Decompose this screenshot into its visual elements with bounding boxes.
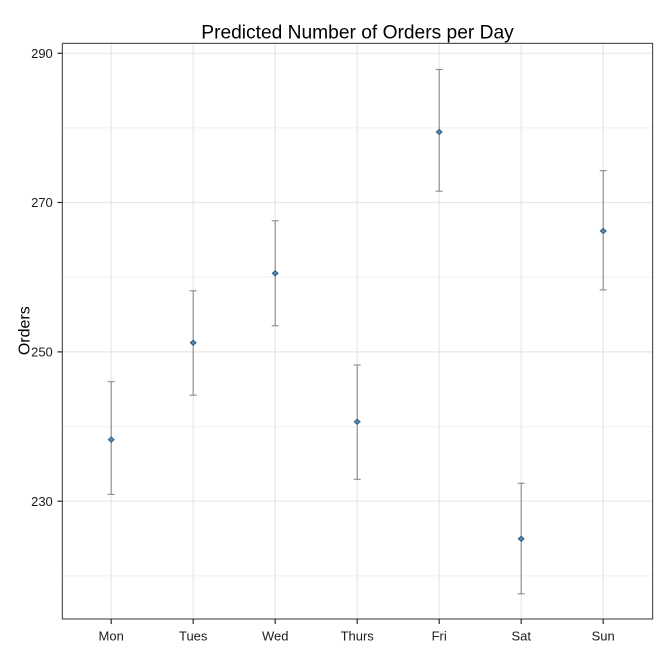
svg-text:Predicted Number of Orders per: Predicted Number of Orders per Day bbox=[201, 23, 514, 44]
svg-text:Orders: Orders bbox=[16, 306, 33, 355]
svg-text:Thurs: Thurs bbox=[341, 629, 375, 644]
svg-text:Wed: Wed bbox=[262, 629, 289, 644]
svg-text:270: 270 bbox=[31, 195, 53, 210]
svg-text:Sat: Sat bbox=[511, 629, 531, 644]
svg-text:Tues: Tues bbox=[179, 629, 208, 644]
svg-text:Fri: Fri bbox=[432, 629, 447, 644]
svg-text:290: 290 bbox=[31, 46, 53, 61]
svg-text:Sun: Sun bbox=[592, 629, 615, 644]
svg-text:Mon: Mon bbox=[99, 629, 124, 644]
svg-text:250: 250 bbox=[31, 345, 53, 360]
svg-text:230: 230 bbox=[31, 494, 53, 509]
